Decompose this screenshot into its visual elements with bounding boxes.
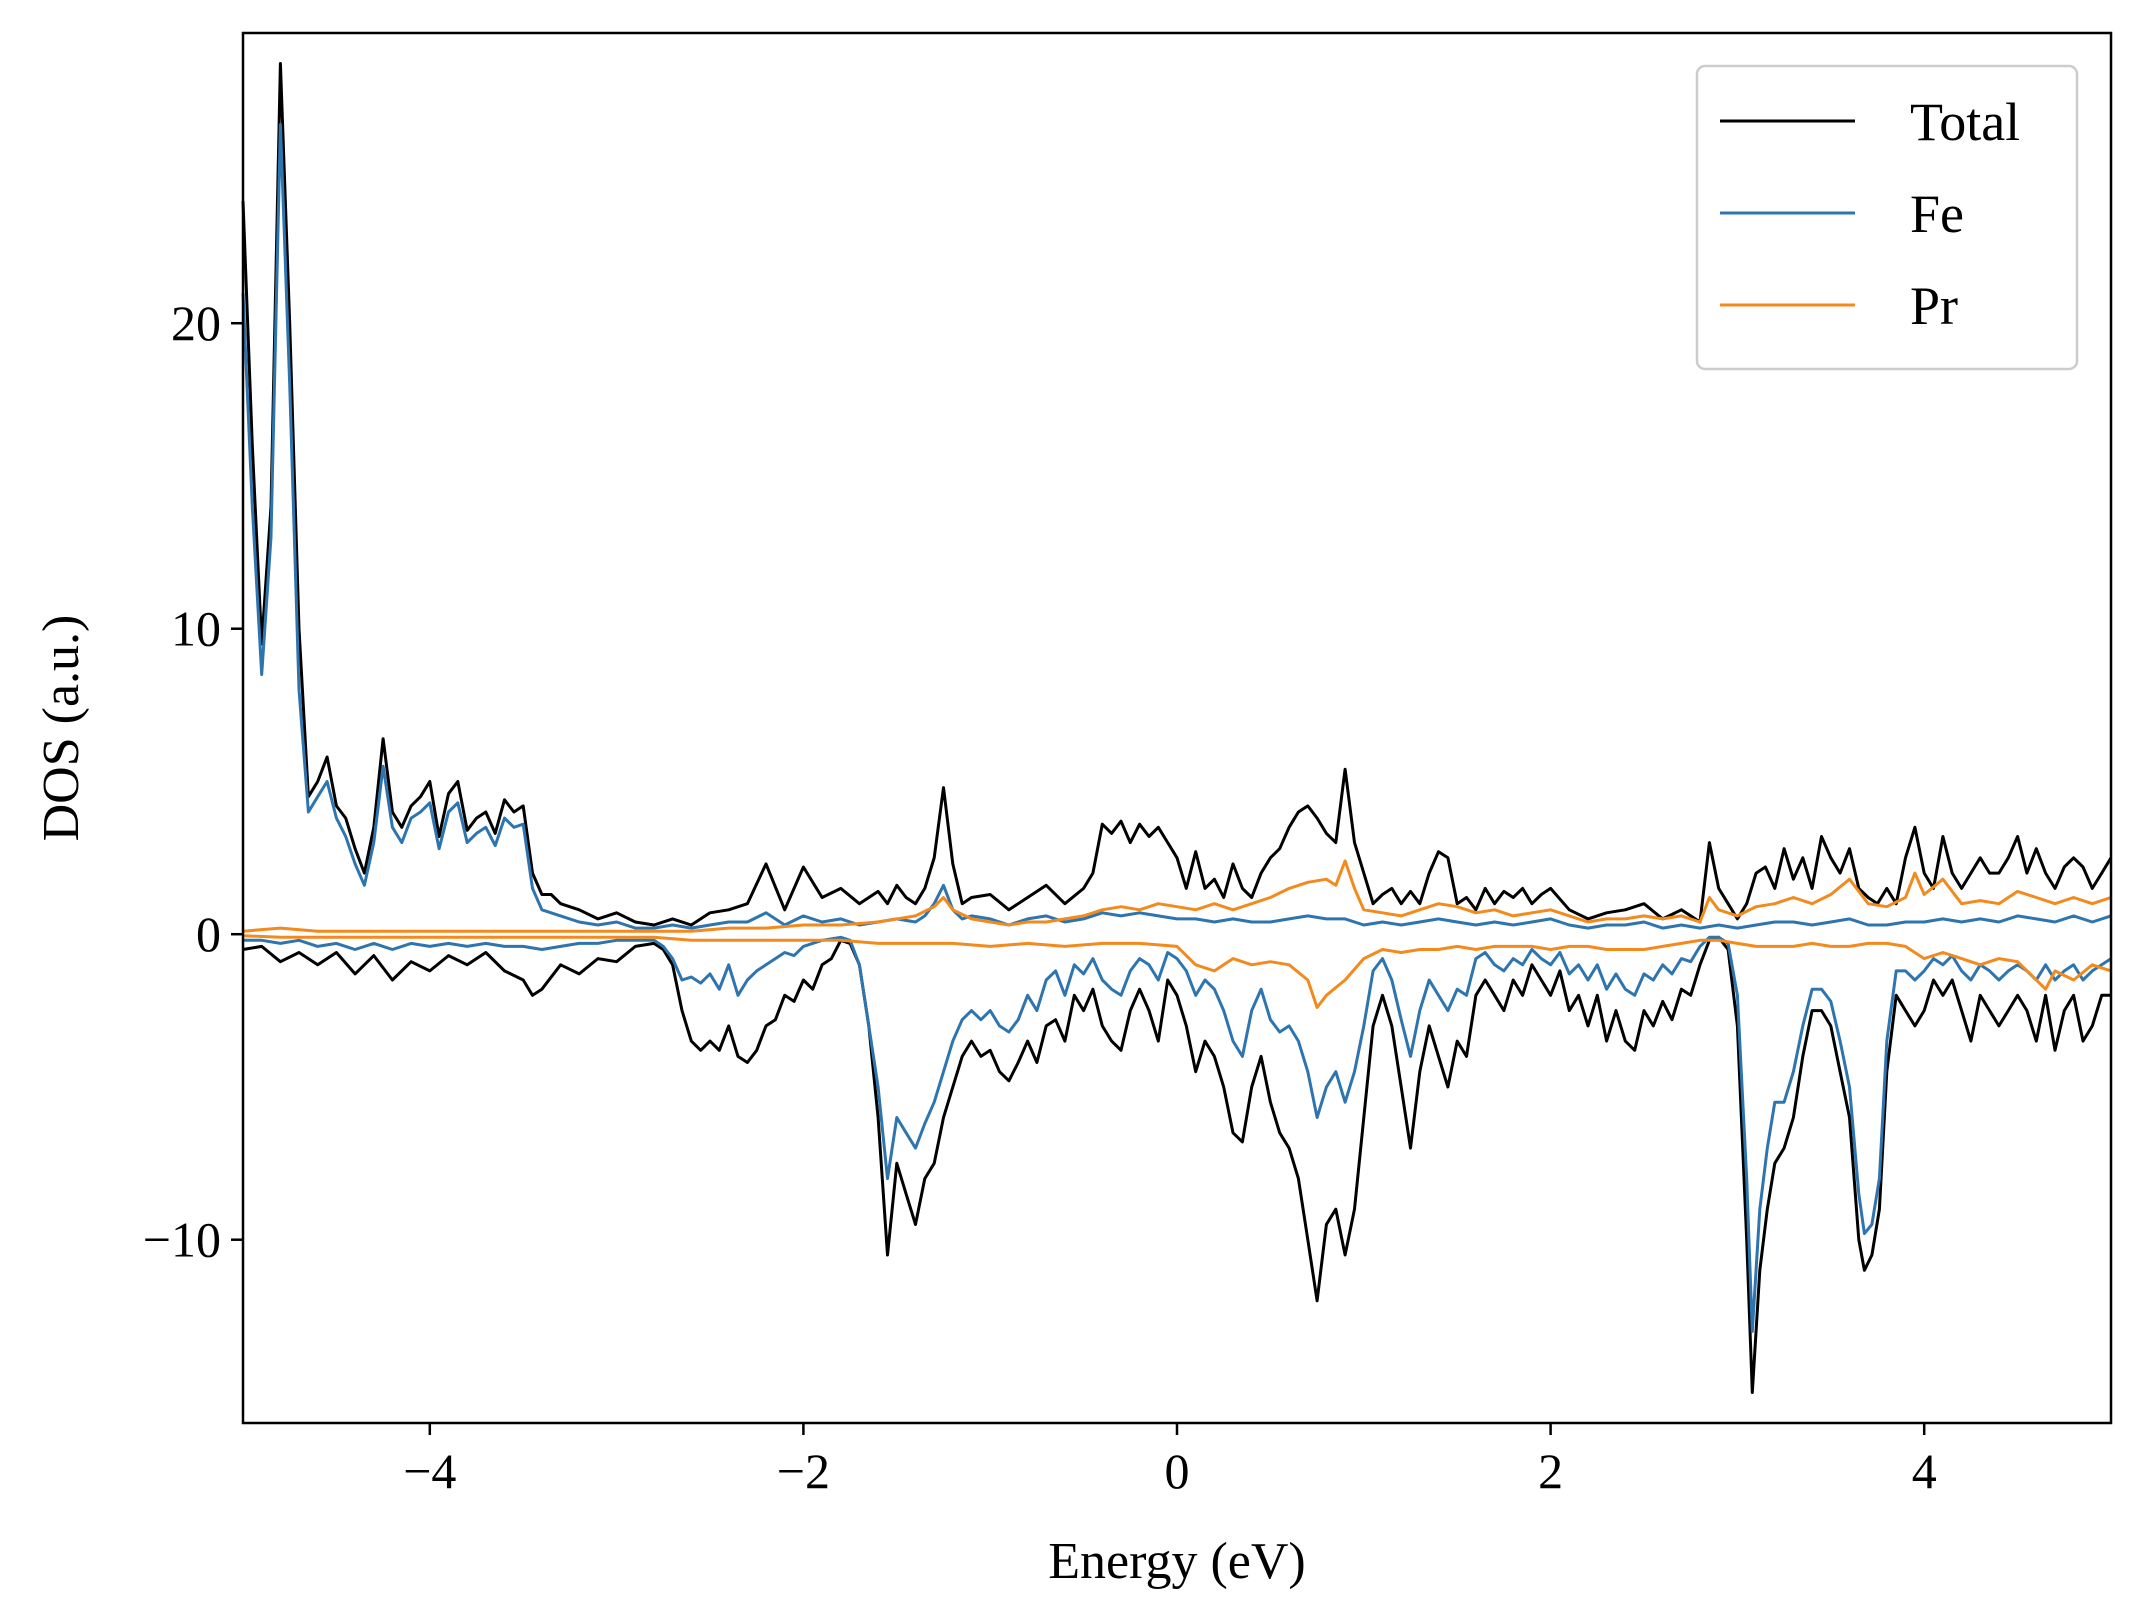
legend-label-fe: Fe <box>1910 184 1964 244</box>
series-pr-down-line <box>242 934 2112 1009</box>
series-total-up-line <box>241 62 2113 927</box>
legend: Total Fe Pr <box>1695 64 2079 371</box>
x-axis-ticks: −4 −2 0 2 4 <box>403 1423 1937 1499</box>
x-tick-label: 4 <box>1912 1443 1937 1499</box>
legend-box <box>1695 64 2079 371</box>
x-axis-label: Energy (eV) <box>1048 1533 1306 1590</box>
legend-label-total: Total <box>1910 92 2020 152</box>
y-tick-label: 20 <box>171 295 221 351</box>
series-fe-down-line <box>243 935 2112 1333</box>
x-tick-label: 0 <box>1165 1443 1190 1499</box>
legend-label-pr: Pr <box>1910 276 1958 336</box>
y-tick-label: 10 <box>171 601 221 657</box>
y-axis-label: DOS (a.u.) <box>33 615 90 842</box>
y-axis-ticks: −10 0 10 20 <box>143 295 243 1268</box>
series-pr-up-line <box>242 859 2112 933</box>
x-tick-label: −2 <box>777 1443 830 1499</box>
series-fe-up-line <box>241 123 2112 930</box>
x-tick-label: −4 <box>403 1443 456 1499</box>
y-tick-label: 0 <box>196 906 221 962</box>
x-tick-label: 2 <box>1538 1443 1563 1499</box>
series-layer <box>241 62 2113 1394</box>
y-tick-label: −10 <box>143 1212 221 1268</box>
series-total-down-line <box>242 935 2111 1394</box>
